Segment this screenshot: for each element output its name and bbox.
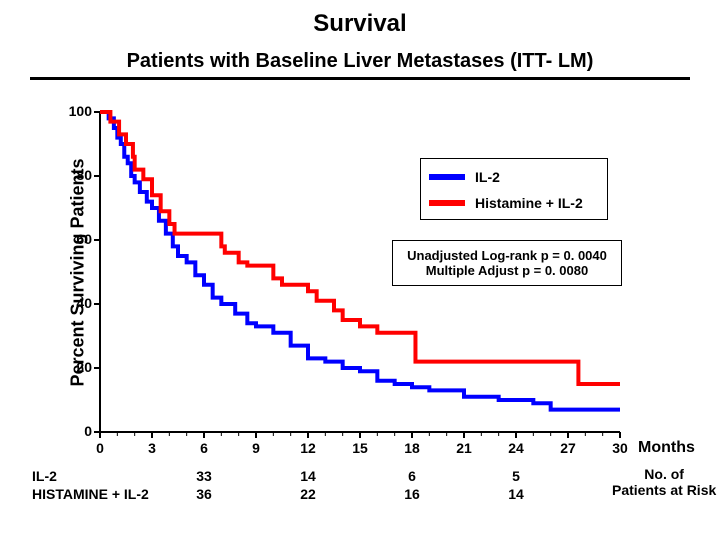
legend-item: Histamine + IL-2	[429, 190, 599, 216]
x-tick-label: 12	[293, 440, 323, 456]
x-tick-label: 18	[397, 440, 427, 456]
title-text: Survival	[313, 10, 406, 37]
x-tick-label: 15	[345, 440, 375, 456]
legend-label: Histamine + IL-2	[475, 195, 583, 211]
x-tick-label: 21	[449, 440, 479, 456]
stat-box: Unadjusted Log-rank p = 0. 0040 Multiple…	[392, 240, 622, 286]
x-tick-label: 30	[605, 440, 635, 456]
y-tick-label: 20	[58, 359, 92, 375]
risk-value: 36	[184, 486, 224, 502]
x-tick-label: 24	[501, 440, 531, 456]
risk-row-label: IL-2	[32, 468, 57, 484]
risk-value: 6	[392, 468, 432, 484]
x-tick-label: 9	[241, 440, 271, 456]
risk-value: 33	[184, 468, 224, 484]
x-tick-label: 0	[85, 440, 115, 456]
legend-label: IL-2	[475, 169, 500, 185]
legend-item: IL-2	[429, 164, 599, 190]
legend-swatch	[429, 200, 465, 206]
risk-caption: No. ofPatients at Risk	[612, 466, 716, 498]
x-tick-label: 3	[137, 440, 167, 456]
risk-value: 5	[496, 468, 536, 484]
risk-value: 22	[288, 486, 328, 502]
risk-value: 16	[392, 486, 432, 502]
y-tick-label: 60	[58, 231, 92, 247]
risk-value: 14	[496, 486, 536, 502]
legend-swatch	[429, 174, 465, 180]
legend: IL-2 Histamine + IL-2	[420, 158, 608, 220]
x-tick-label: 6	[189, 440, 219, 456]
risk-value: 14	[288, 468, 328, 484]
risk-row-label: HISTAMINE + IL-2	[32, 486, 149, 502]
subtitle-rule	[30, 77, 690, 80]
x-axis-label: Months	[638, 439, 695, 457]
page-title: Survival	[0, 10, 720, 38]
y-tick-label: 80	[58, 167, 92, 183]
subtitle-text: Patients with Baseline Liver Metastases …	[127, 50, 594, 72]
y-tick-label: 40	[58, 295, 92, 311]
stat-line-2: Multiple Adjust p = 0. 0080	[393, 263, 621, 278]
x-tick-label: 27	[553, 440, 583, 456]
y-tick-label: 0	[58, 423, 92, 439]
risk-caption-line: Patients at Risk	[612, 482, 716, 498]
page-subtitle: Patients with Baseline Liver Metastases …	[0, 50, 720, 73]
y-tick-label: 100	[58, 103, 92, 119]
stat-line-1: Unadjusted Log-rank p = 0. 0040	[393, 248, 621, 263]
risk-caption-line: No. of	[612, 466, 716, 482]
